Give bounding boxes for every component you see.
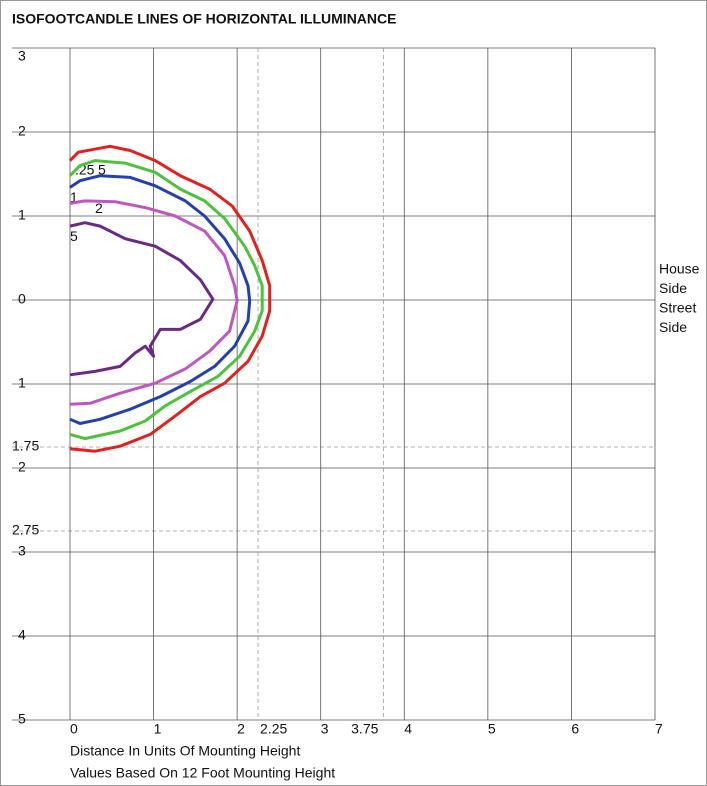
y-tick-label: 3: [18, 543, 26, 559]
curve-label: 5: [70, 228, 78, 244]
curve-label: 1: [70, 189, 78, 205]
x-tick-label: 3: [321, 721, 329, 737]
x-tick-label: 6: [571, 721, 579, 737]
x-reference-label: 3.75: [351, 721, 378, 737]
chart-title: ISOFOOTCANDLE LINES OF HORIZONTAL ILLUMI…: [12, 11, 396, 27]
isofootcandle-line: [68, 159, 264, 441]
y-tick-label: 5: [18, 711, 26, 727]
x-axis-label: Distance In Units Of Mounting Height: [70, 743, 300, 759]
y-reference-label: 1.75: [12, 438, 39, 454]
y-tick-label: 1: [18, 375, 26, 391]
x-tick-label: 5: [488, 721, 496, 737]
isofootcandle-line: [69, 221, 215, 377]
side-label: Side: [659, 280, 687, 296]
note: Values Based On 12 Foot Mounting Height: [70, 765, 335, 781]
y-reference-label: 2.75: [12, 522, 39, 538]
x-tick-label: 0: [70, 721, 78, 737]
curve-label: 5: [98, 161, 106, 177]
side-label: Street: [659, 300, 696, 316]
x-tick-label: 1: [154, 721, 162, 737]
isofootcandle-line: [68, 144, 272, 453]
y-tick-label: 4: [18, 627, 26, 643]
x-reference-label: 2.25: [260, 721, 287, 737]
y-tick-label: 2: [18, 459, 26, 475]
y-tick-label: 3: [18, 48, 26, 64]
side-label: Side: [659, 319, 687, 335]
y-tick-label: 0: [18, 291, 26, 307]
y-tick-label: 2: [18, 123, 26, 139]
x-tick-label: 4: [404, 721, 412, 737]
x-tick-label: 7: [655, 721, 663, 737]
isofootcandle-line: [69, 174, 252, 425]
y-tick-label: 1: [18, 207, 26, 223]
isofootcandle-line: [69, 199, 239, 406]
side-label: House: [659, 261, 700, 277]
x-tick-label: 2: [237, 721, 245, 737]
curve-label: 2: [95, 200, 103, 216]
